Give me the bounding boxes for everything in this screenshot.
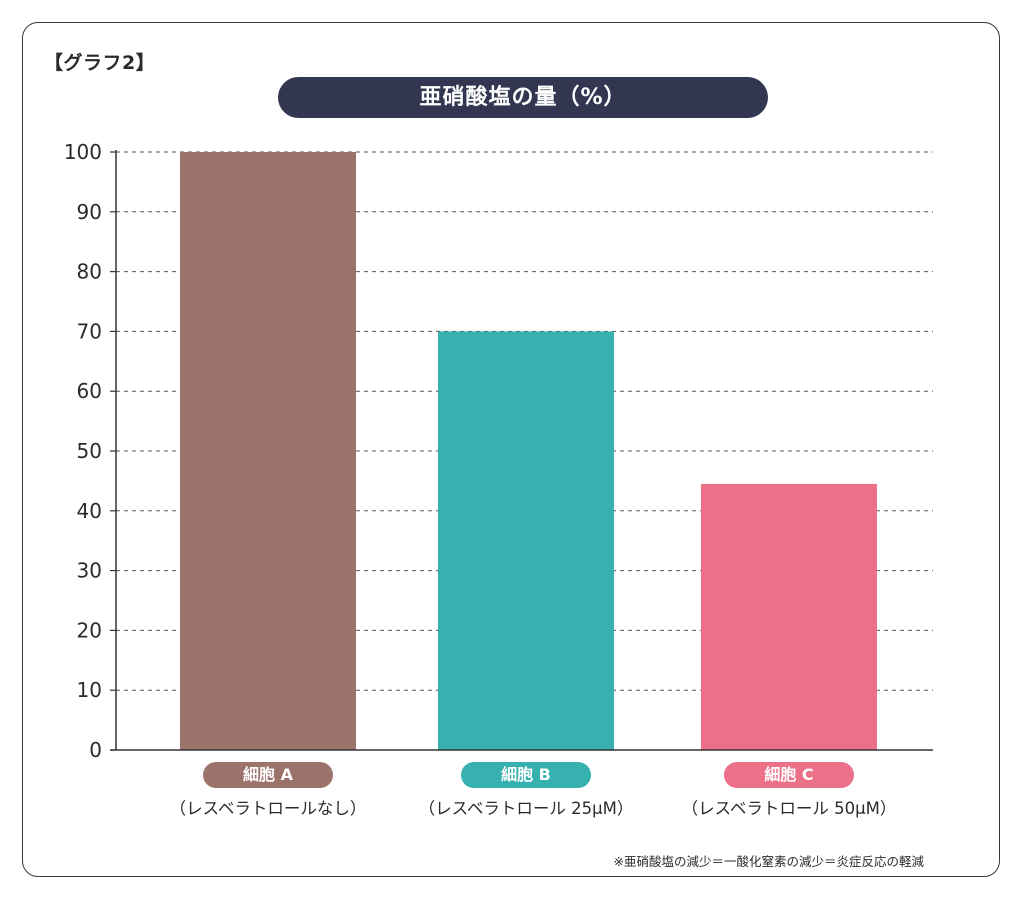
footnote: ※亜硝酸塩の減少＝一酸化窒素の減少＝炎症反応の軽減 <box>613 854 924 869</box>
bar-c <box>701 483 877 750</box>
category-sublabel-c: （レスベラトロール 50μM） <box>681 799 897 818</box>
category-label-b: 細胞 B <box>461 762 591 788</box>
chart-frame <box>22 22 1000 877</box>
y-tick-label: 60 <box>77 379 102 403</box>
y-tick-label: 40 <box>77 499 102 523</box>
category-sublabel-b: （レスベラトロール 25μM） <box>418 799 634 818</box>
bar-a <box>180 152 356 750</box>
bar-b <box>438 331 614 750</box>
y-tick-label: 50 <box>77 439 102 463</box>
y-tick-label: 0 <box>89 738 102 762</box>
y-tick-label: 90 <box>77 200 102 224</box>
y-tick-label: 20 <box>77 618 102 642</box>
y-tick-label: 10 <box>77 678 102 702</box>
category-label-a: 細胞 A <box>203 762 333 788</box>
category-label-c: 細胞 C <box>724 762 854 788</box>
y-tick-label: 100 <box>64 140 102 164</box>
y-tick-label: 70 <box>77 319 102 343</box>
y-tick-label: 30 <box>77 559 102 583</box>
chart-title: 亜硝酸塩の量（%） <box>278 77 768 118</box>
graph-label: 【グラフ2】 <box>44 52 156 74</box>
y-tick-label: 80 <box>77 260 102 284</box>
category-sublabel-a: （レスベラトロールなし） <box>169 799 367 818</box>
